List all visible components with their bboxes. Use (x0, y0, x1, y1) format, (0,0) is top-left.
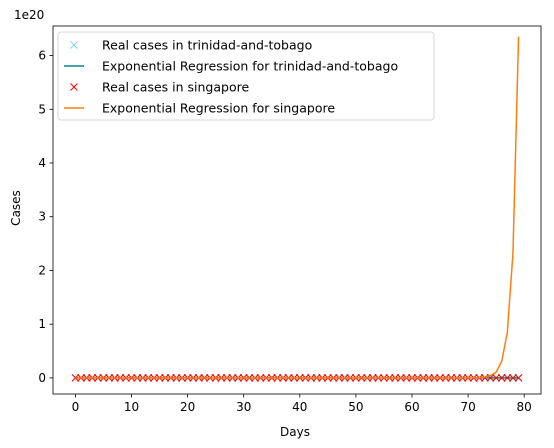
y-tick-label: 3 (38, 210, 46, 224)
y-tick-label: 5 (38, 102, 46, 116)
x-tick-label: 30 (236, 400, 251, 414)
data-point (514, 374, 523, 382)
x-tick-label: 60 (404, 400, 419, 414)
legend-label-3: Exponential Regression for singapore (102, 101, 335, 116)
x-axis-label: Days (280, 425, 310, 439)
data-point (503, 374, 512, 382)
legend: Real cases in trinidad-and-tobago Exponen… (57, 31, 435, 121)
data-point (71, 374, 80, 382)
data-point (497, 374, 506, 382)
y-tick-label: 6 (38, 49, 46, 63)
series-layer (71, 36, 523, 382)
y-tick-label: 0 (38, 371, 46, 385)
y-axis-label: Cases (9, 190, 23, 226)
data-point (492, 374, 500, 382)
x-tick-label: 40 (292, 400, 307, 414)
legend-swatch-0 (70, 41, 78, 49)
x-tick-label: 50 (348, 400, 363, 414)
x-tick-label: 80 (517, 400, 532, 414)
axes-frame (52, 25, 542, 395)
y-tick-label: 1 (38, 317, 46, 331)
data-point (509, 374, 517, 382)
y-tick-label: 2 (38, 263, 46, 277)
legend-box (57, 31, 435, 121)
data-point (481, 374, 489, 382)
legend-label-1: Exponential Regression for trinidad-and-… (102, 59, 398, 74)
series-line-3 (75, 36, 520, 379)
x-tick-label: 0 (72, 400, 80, 414)
x-tick-label: 70 (460, 400, 475, 414)
axes-layer: 0 10 20 30 40 50 60 70 80 0 1 2 3 4 5 6 (38, 25, 542, 414)
x-tick-label: 10 (124, 400, 139, 414)
legend-label-0: Real cases in trinidad-and-tobago (102, 38, 312, 53)
legend-label-2: Real cases in singapore (102, 80, 249, 95)
y-tick-label: 4 (38, 156, 46, 170)
legend-swatch-2 (70, 83, 78, 91)
y-offset-label: 1e20 (14, 8, 44, 22)
x-tick-label: 20 (180, 400, 195, 414)
